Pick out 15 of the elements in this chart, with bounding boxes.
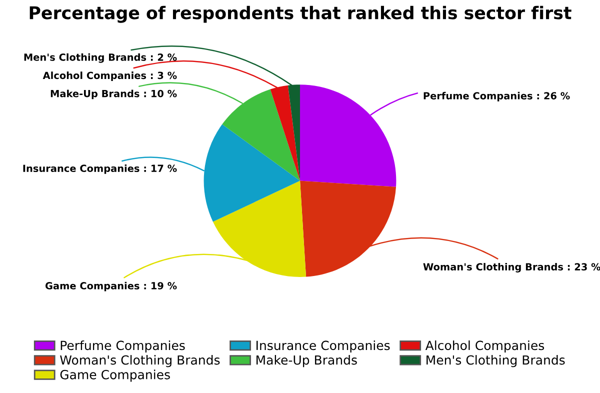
legend-label: Woman's Clothing Brands (60, 355, 220, 368)
data-label: Insurance Companies : 17 % (23, 164, 177, 174)
legend-label: Game Companies (60, 370, 170, 382)
legend-label: Men's Clothing Brands (426, 355, 565, 368)
data-label: Make-Up Brands : 10 % (50, 90, 177, 100)
legend-label: Make-Up Brands (256, 355, 357, 368)
data-label: Game Companies : 19 % (45, 282, 177, 292)
data-label: Woman's Clothing Brands : 23 % (423, 262, 600, 272)
data-label: Men's Clothing Brands : 2 % (24, 53, 177, 63)
data-label: Perfume Companies : 26 % (424, 92, 570, 102)
legend-label: Perfume Companies (60, 340, 185, 353)
data-label: Alcohol Companies : 3 % (42, 72, 177, 81)
chart-title: Percentage of respondents that ranked this sector first (30, 6, 572, 23)
legend-label: Alcohol Companies (425, 340, 544, 353)
legend-label: Insurance Companies (256, 340, 390, 353)
